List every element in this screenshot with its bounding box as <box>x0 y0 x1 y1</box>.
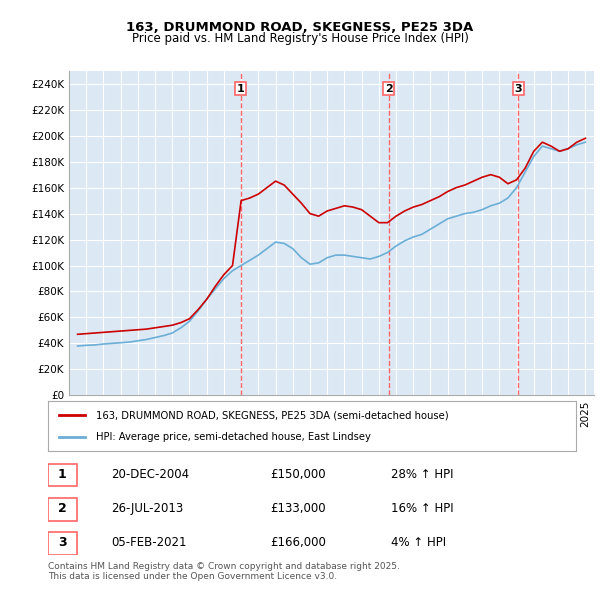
Text: 3: 3 <box>58 536 67 549</box>
Text: 3: 3 <box>514 84 522 94</box>
Text: 163, DRUMMOND ROAD, SKEGNESS, PE25 3DA: 163, DRUMMOND ROAD, SKEGNESS, PE25 3DA <box>127 21 473 34</box>
Text: 26-JUL-2013: 26-JUL-2013 <box>112 502 184 514</box>
Text: This data is licensed under the Open Government Licence v3.0.: This data is licensed under the Open Gov… <box>48 572 337 581</box>
Bar <box>48 532 77 555</box>
Text: Price paid vs. HM Land Registry's House Price Index (HPI): Price paid vs. HM Land Registry's House … <box>131 32 469 45</box>
Text: 1: 1 <box>58 467 67 481</box>
Text: 1: 1 <box>237 84 244 94</box>
Bar <box>48 464 77 486</box>
Text: 2: 2 <box>58 502 67 514</box>
Text: Contains HM Land Registry data © Crown copyright and database right 2025.: Contains HM Land Registry data © Crown c… <box>48 562 400 571</box>
Text: £150,000: £150,000 <box>270 467 325 481</box>
Text: 4% ↑ HPI: 4% ↑ HPI <box>391 536 446 549</box>
Text: £166,000: £166,000 <box>270 536 326 549</box>
Text: 2: 2 <box>385 84 392 94</box>
Text: 16% ↑ HPI: 16% ↑ HPI <box>391 502 454 514</box>
Text: 28% ↑ HPI: 28% ↑ HPI <box>391 467 454 481</box>
Text: £133,000: £133,000 <box>270 502 325 514</box>
Text: 05-FEB-2021: 05-FEB-2021 <box>112 536 187 549</box>
Bar <box>48 498 77 520</box>
Text: 20-DEC-2004: 20-DEC-2004 <box>112 467 190 481</box>
Text: HPI: Average price, semi-detached house, East Lindsey: HPI: Average price, semi-detached house,… <box>95 432 370 442</box>
Text: 163, DRUMMOND ROAD, SKEGNESS, PE25 3DA (semi-detached house): 163, DRUMMOND ROAD, SKEGNESS, PE25 3DA (… <box>95 410 448 420</box>
